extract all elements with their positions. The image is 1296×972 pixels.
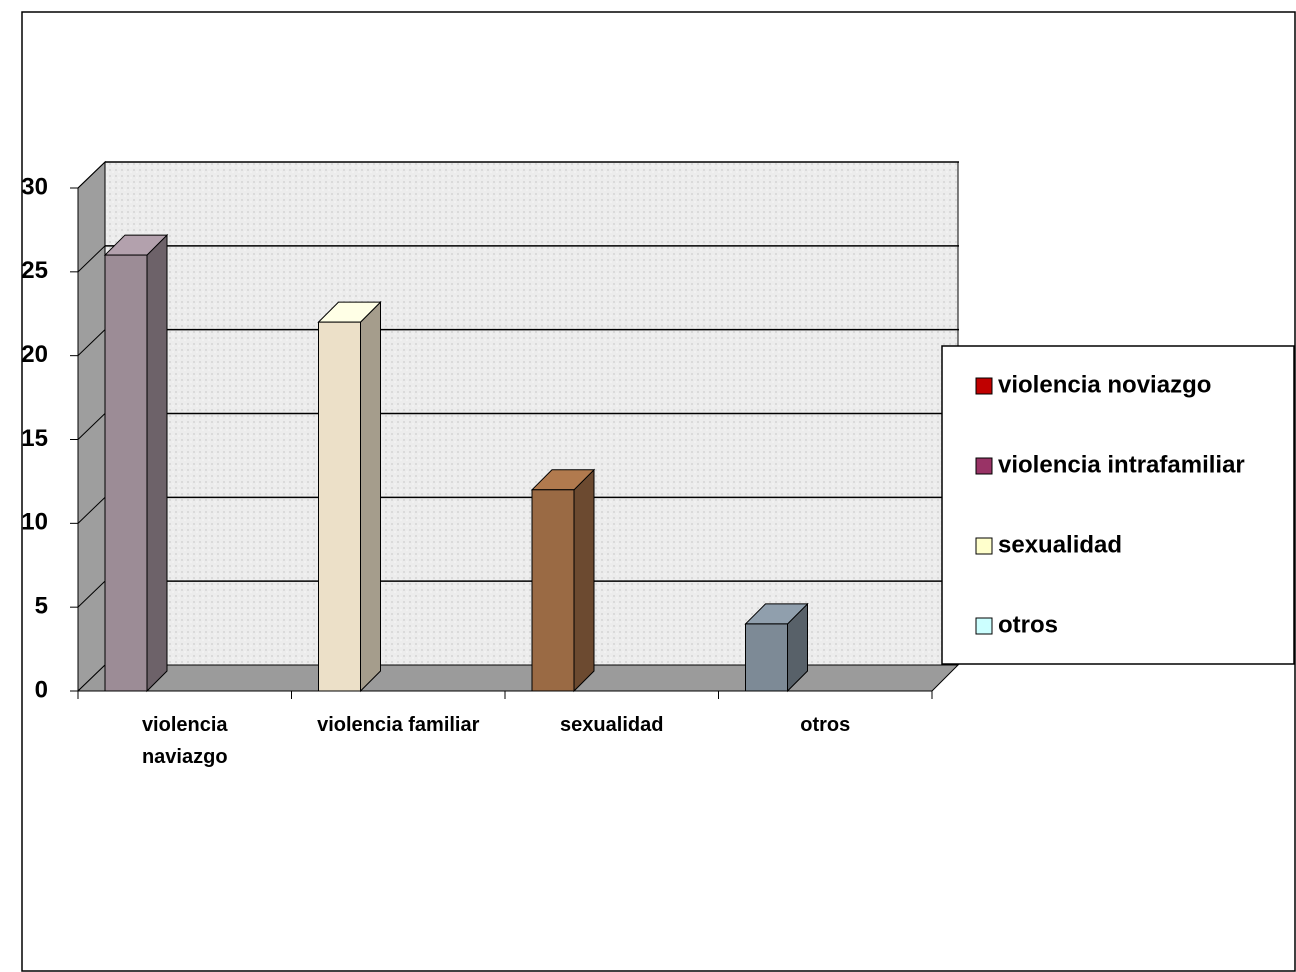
y-tick-label: 20: [21, 341, 48, 368]
bar: [532, 470, 594, 691]
legend-label: violencia noviazgo: [998, 371, 1211, 398]
y-tick-label: 10: [21, 509, 48, 536]
y-tick-label: 30: [21, 173, 48, 200]
bar: [319, 302, 381, 691]
bar-side: [147, 235, 167, 691]
bar-side: [574, 470, 594, 691]
y-tick-label: 5: [35, 593, 48, 620]
y-tick-label: 15: [21, 425, 48, 452]
legend-label: otros: [998, 611, 1058, 638]
chart: 0 5 10 15 20 25 30 violencia noviazgo violencia …: [0, 0, 1296, 972]
legend-swatch: [976, 378, 992, 394]
bar: [105, 235, 167, 691]
floor: [78, 665, 958, 691]
x-tick-label: violencia naviazgo: [125, 709, 245, 773]
legend-swatch: [976, 538, 992, 554]
bar-front: [532, 490, 574, 691]
legend-label: violencia intrafamiliar: [998, 451, 1245, 478]
bar: [746, 604, 808, 691]
legend-label: sexualidad: [998, 531, 1122, 558]
bar-front: [319, 322, 361, 691]
page: 0 5 10 15 20 25 30 violencia noviazgo violencia …: [0, 0, 1296, 972]
legend-swatch: [976, 458, 992, 474]
legend-swatch: [976, 618, 992, 634]
x-tick-label: sexualidad: [507, 709, 717, 741]
bar-front: [746, 624, 788, 691]
x-tick-label: otros: [720, 709, 930, 741]
bar-front: [105, 255, 147, 691]
x-tick-label: violencia familiar: [293, 709, 503, 741]
bar-side: [361, 302, 381, 691]
y-tick-label: 0: [35, 676, 48, 703]
y-tick-label: 25: [21, 257, 48, 284]
